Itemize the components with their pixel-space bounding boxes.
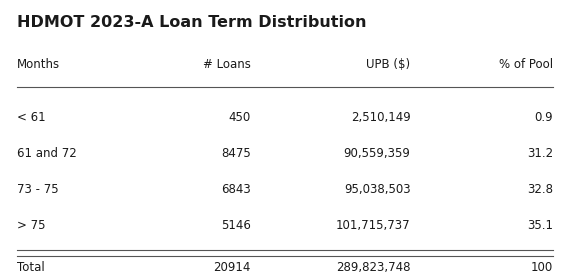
Text: Months: Months (17, 58, 60, 71)
Text: 31.2: 31.2 (527, 147, 553, 160)
Text: % of Pool: % of Pool (499, 58, 553, 71)
Text: UPB ($): UPB ($) (367, 58, 410, 71)
Text: 35.1: 35.1 (527, 219, 553, 232)
Text: 90,559,359: 90,559,359 (344, 147, 410, 160)
Text: 20914: 20914 (213, 261, 251, 274)
Text: 0.9: 0.9 (534, 111, 553, 124)
Text: 61 and 72: 61 and 72 (17, 147, 77, 160)
Text: > 75: > 75 (17, 219, 46, 232)
Text: HDMOT 2023-A Loan Term Distribution: HDMOT 2023-A Loan Term Distribution (17, 15, 367, 30)
Text: 8475: 8475 (221, 147, 251, 160)
Text: 5146: 5146 (221, 219, 251, 232)
Text: # Loans: # Loans (203, 58, 251, 71)
Text: 2,510,149: 2,510,149 (351, 111, 410, 124)
Text: Total: Total (17, 261, 45, 274)
Text: 101,715,737: 101,715,737 (336, 219, 410, 232)
Text: < 61: < 61 (17, 111, 46, 124)
Text: 73 - 75: 73 - 75 (17, 183, 59, 196)
Text: 289,823,748: 289,823,748 (336, 261, 410, 274)
Text: 450: 450 (229, 111, 251, 124)
Text: 100: 100 (531, 261, 553, 274)
Text: 32.8: 32.8 (527, 183, 553, 196)
Text: 95,038,503: 95,038,503 (344, 183, 410, 196)
Text: 6843: 6843 (221, 183, 251, 196)
